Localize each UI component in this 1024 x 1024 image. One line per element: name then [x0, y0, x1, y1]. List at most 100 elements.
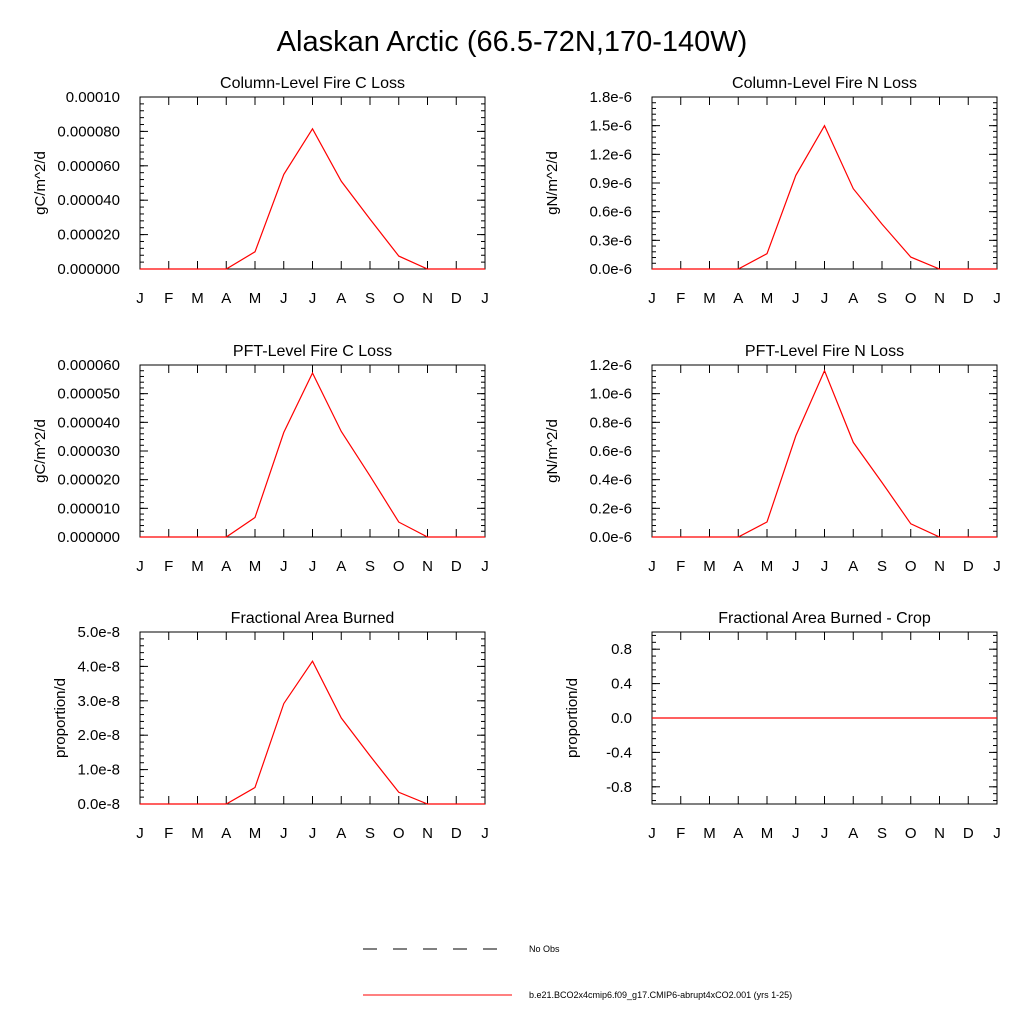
x-tick-label: A: [221, 825, 231, 842]
x-tick-label: A: [848, 825, 858, 842]
y-tick-label: 4.0e-8: [77, 658, 120, 675]
x-tick-label: D: [451, 558, 462, 575]
x-tick-label: O: [393, 558, 405, 575]
x-tick-label: F: [676, 825, 685, 842]
x-tick-label: J: [481, 825, 489, 842]
x-tick-label: J: [821, 825, 829, 842]
legend-obs-label: No Obs: [529, 944, 560, 954]
x-tick-label: O: [905, 558, 917, 575]
x-tick-label: M: [761, 825, 774, 842]
y-axis-label: gC/m^2/d: [32, 151, 49, 215]
x-tick-label: J: [648, 825, 656, 842]
y-tick-label: 0.6e-6: [589, 204, 632, 221]
x-tick-label: J: [821, 290, 829, 307]
x-tick-label: A: [848, 290, 858, 307]
y-tick-label: 0.0e-8: [77, 796, 120, 813]
y-axis-label: proportion/d: [52, 678, 69, 758]
x-tick-label: N: [934, 825, 945, 842]
x-tick-label: N: [422, 825, 433, 842]
x-tick-label: J: [280, 825, 288, 842]
plot-frame: [139, 96, 486, 270]
series-line-model: [140, 371, 485, 538]
x-tick-label: M: [703, 290, 716, 307]
x-tick-label: J: [648, 558, 656, 575]
y-tick-label: 2.0e-8: [77, 727, 120, 744]
x-tick-label: O: [905, 290, 917, 307]
y-tick-label: 0.000040: [57, 414, 120, 431]
x-tick-label: A: [733, 825, 743, 842]
x-tick-label: M: [761, 290, 774, 307]
y-tick-label: 5.0e-8: [77, 624, 120, 641]
y-tick-label: 0.000030: [57, 443, 120, 460]
y-tick-label: -0.4: [606, 744, 632, 761]
panel-title: PFT-Level Fire N Loss: [745, 343, 904, 360]
x-tick-label: J: [648, 290, 656, 307]
y-tick-label: 0.4e-6: [589, 472, 632, 489]
x-tick-label: O: [393, 290, 405, 307]
x-tick-label: N: [934, 558, 945, 575]
x-tick-label: A: [336, 290, 346, 307]
x-tick-label: J: [309, 558, 317, 575]
x-tick-label: N: [422, 290, 433, 307]
y-tick-label: 1.2e-6: [589, 357, 632, 374]
x-tick-label: A: [733, 558, 743, 575]
y-tick-label: 0.000020: [57, 472, 120, 489]
x-tick-label: J: [792, 558, 800, 575]
x-tick-label: D: [451, 825, 462, 842]
panel-title: Column-Level Fire C Loss: [220, 75, 405, 92]
x-tick-label: F: [676, 290, 685, 307]
x-tick-label: M: [703, 558, 716, 575]
x-tick-label: J: [280, 558, 288, 575]
plot-frame: [139, 631, 486, 805]
x-tick-label: J: [993, 290, 1001, 307]
x-tick-label: A: [733, 290, 743, 307]
y-tick-label: 0.0: [611, 710, 632, 727]
x-tick-label: D: [451, 290, 462, 307]
x-tick-label: D: [963, 825, 974, 842]
y-axis-label: gN/m^2/d: [544, 151, 561, 215]
x-tick-label: M: [191, 825, 204, 842]
x-tick-label: A: [221, 558, 231, 575]
panel-title: Fractional Area Burned - Crop: [718, 610, 931, 627]
x-tick-label: A: [221, 290, 231, 307]
x-tick-label: N: [422, 558, 433, 575]
legend: No Obs b.e21.BCO2x4cmip6.f09_g17.CMIP6-ab…: [363, 944, 792, 1000]
series-line-model: [140, 127, 485, 270]
y-tick-label: 0.000000: [57, 261, 120, 278]
x-tick-label: A: [848, 558, 858, 575]
legend-model-label: b.e21.BCO2x4cmip6.f09_g17.CMIP6-abrupt4x…: [529, 990, 792, 1000]
y-tick-label: 0.0e-6: [589, 529, 632, 546]
x-tick-label: S: [877, 290, 887, 307]
series-line-model: [652, 369, 997, 538]
panel-title: PFT-Level Fire C Loss: [233, 343, 392, 360]
series-line-model: [652, 124, 997, 270]
x-tick-label: J: [993, 558, 1001, 575]
x-tick-label: J: [481, 558, 489, 575]
y-tick-label: 0.000010: [57, 500, 120, 517]
x-tick-label: M: [191, 290, 204, 307]
y-tick-label: 0.8e-6: [589, 414, 632, 431]
x-tick-label: J: [136, 825, 144, 842]
plot-frame: [651, 96, 998, 270]
y-tick-label: 0.8: [611, 641, 632, 658]
x-tick-label: J: [792, 290, 800, 307]
plot-frame: [651, 364, 998, 538]
y-tick-label: 0.000060: [57, 357, 120, 374]
x-tick-label: J: [993, 825, 1001, 842]
x-tick-label: A: [336, 558, 346, 575]
x-tick-label: O: [905, 825, 917, 842]
y-tick-label: 1.2e-6: [589, 146, 632, 163]
y-axis-label: gC/m^2/d: [32, 419, 49, 483]
plot-frame: [139, 364, 486, 538]
y-tick-label: 0.00010: [66, 89, 120, 106]
x-tick-label: M: [191, 558, 204, 575]
x-tick-label: J: [821, 558, 829, 575]
y-tick-label: 0.000000: [57, 529, 120, 546]
x-tick-label: M: [703, 825, 716, 842]
x-tick-label: F: [164, 290, 173, 307]
y-tick-label: 3.0e-8: [77, 693, 120, 710]
y-tick-label: 1.5e-6: [589, 118, 632, 135]
